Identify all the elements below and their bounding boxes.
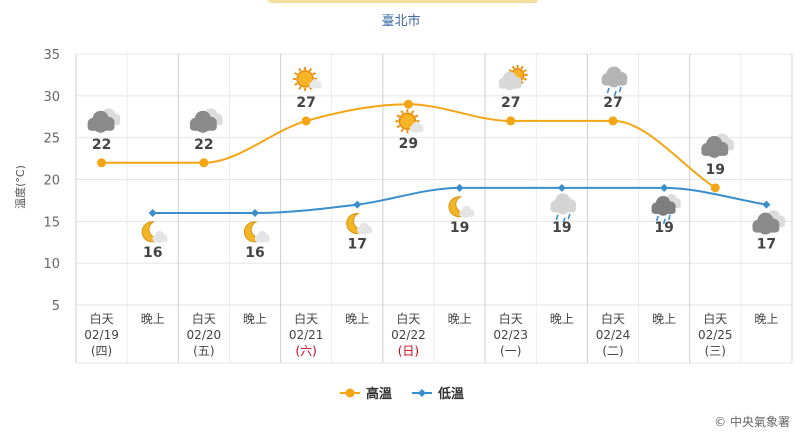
x-period-label-day: 白天 xyxy=(601,311,625,326)
data-point xyxy=(608,116,618,126)
x-weekday-label: (日) xyxy=(398,344,419,358)
x-date-label: 02/20 xyxy=(187,328,222,342)
x-date-label: 02/24 xyxy=(596,328,631,342)
copyright-text: © 中央氣象署 xyxy=(714,414,790,429)
rain-icon xyxy=(550,193,577,224)
data-point xyxy=(403,99,413,109)
sunny-icon xyxy=(293,66,322,91)
x-date-label: 02/19 xyxy=(84,328,119,342)
legend[interactable]: 高溫 低溫 xyxy=(340,386,464,402)
x-period-label-day: 白天 xyxy=(294,311,318,326)
data-label: 16 xyxy=(143,245,162,261)
x-period-label-night: 晚上 xyxy=(345,312,369,326)
data-point xyxy=(148,208,157,217)
y-tick-label: 20 xyxy=(43,174,60,189)
x-date-label: 02/25 xyxy=(698,328,733,342)
data-point xyxy=(199,158,209,168)
data-point xyxy=(97,158,107,168)
x-date-label: 02/22 xyxy=(391,328,426,342)
grid-lines xyxy=(75,53,793,364)
x-period-label-day: 白天 xyxy=(703,311,727,326)
data-label: 22 xyxy=(194,137,213,153)
y-tick-label: 5 xyxy=(52,299,60,314)
data-point xyxy=(455,183,464,192)
data-label: 27 xyxy=(296,95,315,111)
x-weekday-label: (五) xyxy=(193,344,214,358)
data-point xyxy=(506,116,516,126)
x-period-label-day: 白天 xyxy=(90,311,114,326)
y-tick-label: 10 xyxy=(43,257,60,272)
x-period-label-day: 白天 xyxy=(192,311,216,326)
legend-marker xyxy=(418,389,426,397)
data-label: 19 xyxy=(654,220,673,236)
x-weekday-label: (二) xyxy=(602,344,623,358)
y-tick-label: 30 xyxy=(43,90,60,105)
data-label: 22 xyxy=(92,137,111,153)
x-period-label-night: 晚上 xyxy=(550,312,574,326)
data-label: 19 xyxy=(552,220,571,236)
x-weekday-label: (四) xyxy=(91,344,112,358)
shower-icon xyxy=(601,66,628,97)
moon-cloud-icon xyxy=(448,196,475,218)
x-date-label: 02/23 xyxy=(493,328,528,342)
legend-label[interactable]: 高溫 xyxy=(366,386,392,402)
x-period-label-day: 白天 xyxy=(396,311,420,326)
data-point xyxy=(251,208,259,217)
x-axis-labels: 白天 晚上 02/19 (四) 白天 晚上 02/20 (五) 白天 晚上 02/21 (六) 白天 晚上… xyxy=(84,311,778,358)
x-weekday-label: (六) xyxy=(295,344,316,358)
x-period-label-night: 晚上 xyxy=(754,312,778,326)
data-point xyxy=(353,200,362,209)
legend-marker xyxy=(345,388,355,398)
data-point xyxy=(660,183,669,192)
moon-cloud-icon xyxy=(243,221,270,244)
cloudy-icon xyxy=(87,108,121,133)
moon-cloud-icon xyxy=(141,221,168,244)
y-tick-label: 35 xyxy=(43,48,60,63)
x-period-label-day: 白天 xyxy=(499,311,523,326)
chart-title: 臺北市 xyxy=(381,13,420,29)
partly-cloudy-icon xyxy=(498,64,528,91)
data-label: 19 xyxy=(706,162,725,178)
cloudy-icon xyxy=(189,108,223,133)
y-tick-labels: 5 10 15 20 25 30 35 xyxy=(43,48,60,314)
sunny-cloud-icon xyxy=(395,109,424,134)
data-point xyxy=(710,183,720,193)
data-label: 16 xyxy=(245,245,264,261)
x-weekday-label: (三) xyxy=(705,344,726,358)
data-label: 29 xyxy=(399,136,418,152)
data-label: 27 xyxy=(501,95,520,111)
top-accent-bar xyxy=(268,0,538,3)
y-tick-label: 15 xyxy=(43,215,60,230)
x-period-label-night: 晚上 xyxy=(243,312,267,326)
x-period-label-night: 晚上 xyxy=(652,312,676,326)
y-tick-label: 25 xyxy=(43,132,60,147)
data-label: 19 xyxy=(450,220,469,236)
cloudy-icon xyxy=(752,210,786,235)
data-point xyxy=(762,200,771,209)
legend-label[interactable]: 低溫 xyxy=(437,386,464,402)
data-point xyxy=(301,116,311,126)
y-axis-label: 溫度(°C) xyxy=(13,165,27,209)
moon-cloud-icon xyxy=(346,213,372,235)
cloudy-icon xyxy=(701,133,735,158)
series-low: 16 16 17 19 19 19 17 xyxy=(141,183,786,261)
night-rain-icon xyxy=(651,194,681,225)
data-label: 27 xyxy=(603,95,622,111)
x-weekday-label: (一) xyxy=(500,344,521,358)
x-date-label: 02/21 xyxy=(289,328,324,342)
x-period-label-night: 晚上 xyxy=(448,312,472,326)
data-point xyxy=(557,183,566,192)
series-high: 22 22 27 29 27 27 19 xyxy=(87,64,735,193)
data-label: 17 xyxy=(757,237,776,253)
data-label: 17 xyxy=(348,237,367,253)
x-period-label-night: 晚上 xyxy=(141,312,165,326)
